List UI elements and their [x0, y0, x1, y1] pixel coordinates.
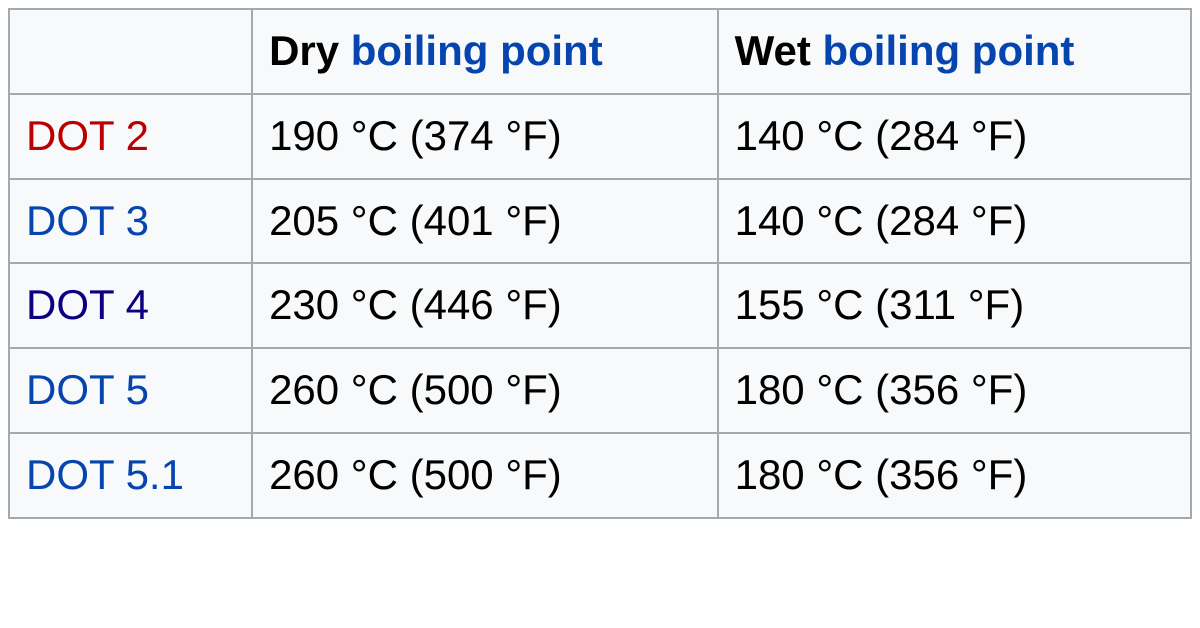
row-label-dot2[interactable]: DOT 2 [9, 94, 252, 179]
header-dry-boiling-point: Dry boiling point [252, 9, 718, 94]
cell-wet: 155 °C (311 °F) [718, 263, 1191, 348]
header-dry-prefix: Dry [269, 27, 351, 74]
table-row: DOT 4 230 °C (446 °F) 155 °C (311 °F) [9, 263, 1191, 348]
table-row: DOT 5 260 °C (500 °F) 180 °C (356 °F) [9, 348, 1191, 433]
cell-wet: 180 °C (356 °F) [718, 348, 1191, 433]
header-dry-link[interactable]: boiling point [351, 27, 603, 74]
cell-dry: 260 °C (500 °F) [252, 433, 718, 518]
cell-dry: 230 °C (446 °F) [252, 263, 718, 348]
cell-dry: 260 °C (500 °F) [252, 348, 718, 433]
row-label-dot3[interactable]: DOT 3 [9, 179, 252, 264]
cell-wet: 140 °C (284 °F) [718, 94, 1191, 179]
table-row: DOT 5.1 260 °C (500 °F) 180 °C (356 °F) [9, 433, 1191, 518]
table-row: DOT 3 205 °C (401 °F) 140 °C (284 °F) [9, 179, 1191, 264]
table-header-row: Dry boiling point Wet boiling point [9, 9, 1191, 94]
boiling-point-table: Dry boiling point Wet boiling point DOT … [8, 8, 1192, 519]
row-label-dot4[interactable]: DOT 4 [9, 263, 252, 348]
header-wet-link[interactable]: boiling point [823, 27, 1075, 74]
header-empty [9, 9, 252, 94]
cell-dry: 205 °C (401 °F) [252, 179, 718, 264]
header-wet-boiling-point: Wet boiling point [718, 9, 1191, 94]
row-label-dot5[interactable]: DOT 5 [9, 348, 252, 433]
row-label-dot51[interactable]: DOT 5.1 [9, 433, 252, 518]
cell-wet: 180 °C (356 °F) [718, 433, 1191, 518]
cell-wet: 140 °C (284 °F) [718, 179, 1191, 264]
table-body: DOT 2 190 °C (374 °F) 140 °C (284 °F) DO… [9, 94, 1191, 518]
table-row: DOT 2 190 °C (374 °F) 140 °C (284 °F) [9, 94, 1191, 179]
cell-dry: 190 °C (374 °F) [252, 94, 718, 179]
header-wet-prefix: Wet [735, 27, 823, 74]
